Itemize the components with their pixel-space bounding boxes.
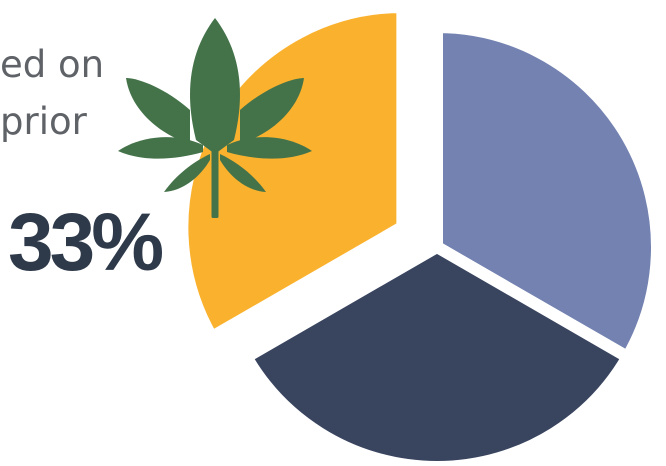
- caption-line-2: prior: [0, 100, 87, 143]
- caption-line-1: ed on: [0, 43, 105, 86]
- percent-label: 33%: [8, 197, 164, 288]
- pie-slice-2: [238, 240, 636, 466]
